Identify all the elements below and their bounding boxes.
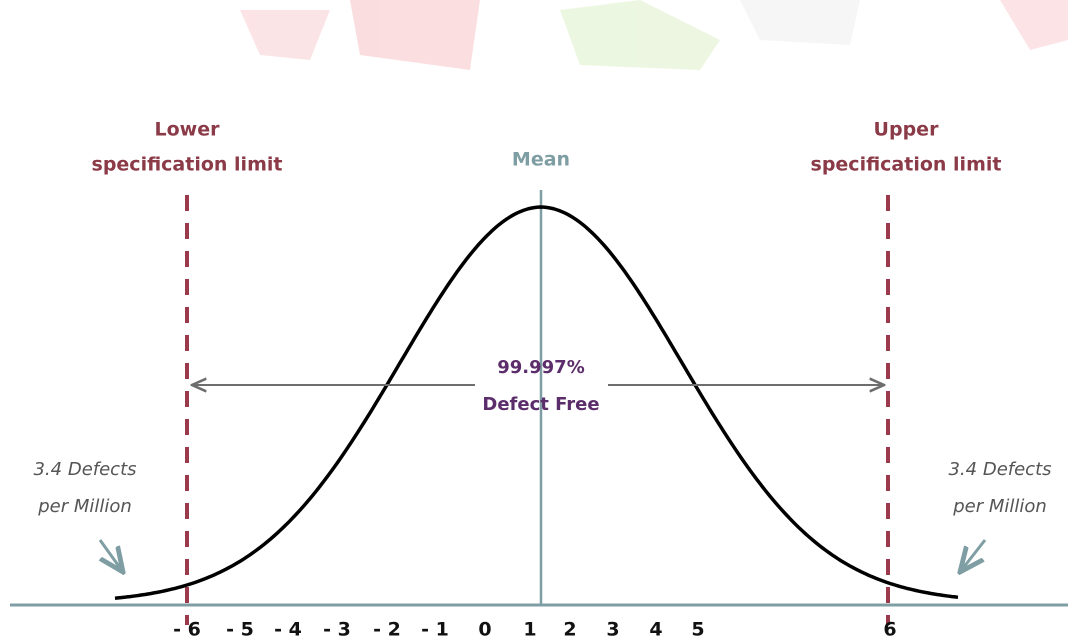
- mean-label: Mean: [512, 149, 570, 171]
- tick-label: - 1: [421, 619, 449, 641]
- tick-label: 6: [883, 619, 896, 641]
- left-tail-label: per Million: [37, 496, 132, 517]
- band-label: 99.997%: [497, 357, 585, 378]
- left-tail-arrow: [98, 539, 123, 572]
- normal-curve: [114, 205, 959, 600]
- tick-label: - 2: [373, 619, 401, 641]
- band-label: Defect Free: [482, 394, 599, 415]
- tick-label: - 5: [226, 619, 254, 641]
- tick-labels: - 6 - 5 - 4 - 3 - 2 - 1 0 1 2 3 4 5 6: [173, 619, 896, 641]
- watermark: [240, 0, 1068, 70]
- tick-label: 4: [649, 619, 662, 641]
- lower-spec-label: specification limit: [92, 154, 283, 176]
- lower-spec-label: Lower: [155, 119, 221, 141]
- tick-label: - 6: [173, 619, 201, 641]
- tick-label: - 3: [323, 619, 351, 641]
- right-tail-label: 3.4 Defects: [948, 459, 1051, 480]
- tick-label: 2: [563, 619, 576, 641]
- upper-spec-label: specification limit: [811, 154, 1002, 176]
- right-tail-label: per Million: [952, 496, 1047, 517]
- tick-label: - 4: [274, 619, 302, 641]
- tick-label: 5: [691, 619, 704, 641]
- tick-label: 1: [523, 619, 536, 641]
- right-tail-arrow: [960, 539, 987, 572]
- tick-label: 0: [478, 619, 491, 641]
- tick-label: 3: [606, 619, 619, 641]
- left-tail-label: 3.4 Defects: [33, 459, 136, 480]
- upper-spec-label: Upper: [874, 119, 940, 141]
